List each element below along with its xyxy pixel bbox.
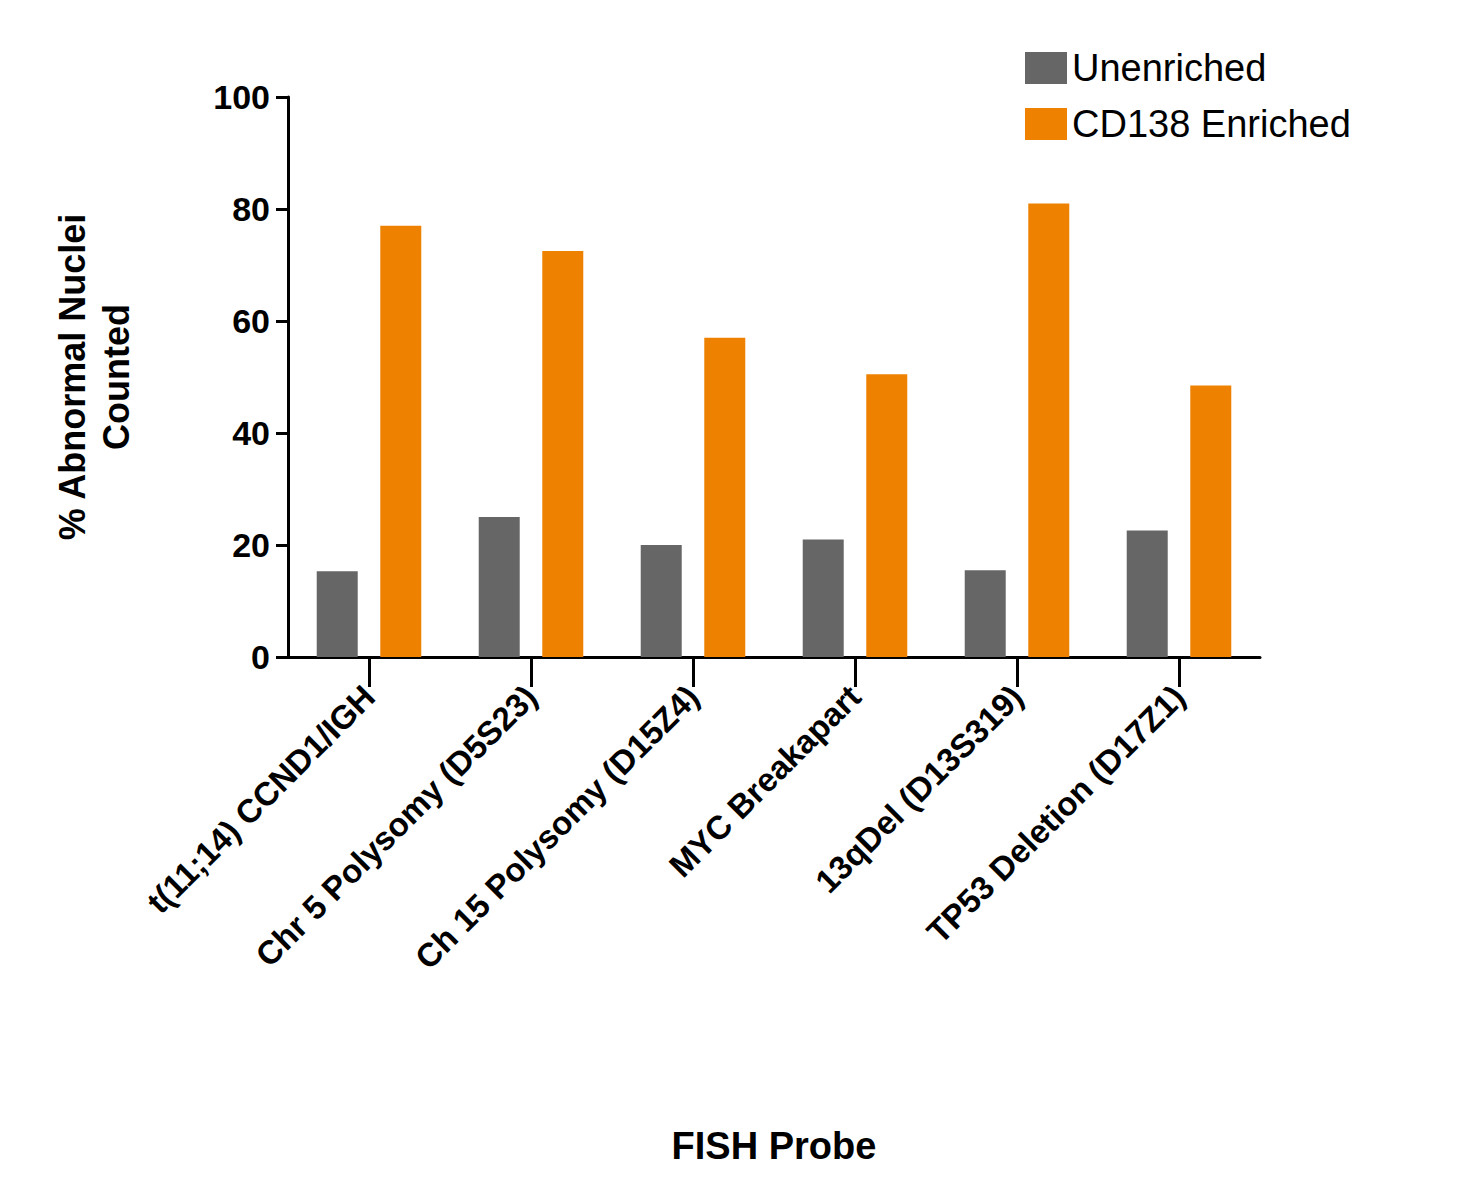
svg-text:20: 20 [232,526,270,564]
svg-text:Unenriched: Unenriched [1072,47,1266,89]
svg-text:0: 0 [251,638,270,676]
svg-text:40: 40 [232,414,270,452]
svg-text:TP53 Deletion (D17Z1): TP53 Deletion (D17Z1) [920,678,1192,950]
svg-text:100: 100 [213,78,270,116]
svg-text:CD138 Enriched: CD138 Enriched [1072,103,1351,145]
svg-text:80: 80 [232,190,270,228]
svg-text:Chr 5 Polysomy (D5S23): Chr 5 Polysomy (D5S23) [248,678,544,974]
svg-text:60: 60 [232,302,270,340]
svg-text:t(11;14) CCND1/IGH: t(11;14) CCND1/IGH [139,677,383,921]
svg-text:FISH Probe: FISH Probe [672,1125,877,1167]
svg-text:% Abnormal Nuclei: % Abnormal Nuclei [52,214,93,541]
svg-text:MYC Breakapart: MYC Breakapart [661,677,869,885]
svg-text:13qDel (D13S319): 13qDel (D13S319) [808,677,1031,900]
svg-text:Counted: Counted [96,304,137,450]
svg-text:Ch 15 Polysomy (D15Z4): Ch 15 Polysomy (D15Z4) [408,678,706,976]
